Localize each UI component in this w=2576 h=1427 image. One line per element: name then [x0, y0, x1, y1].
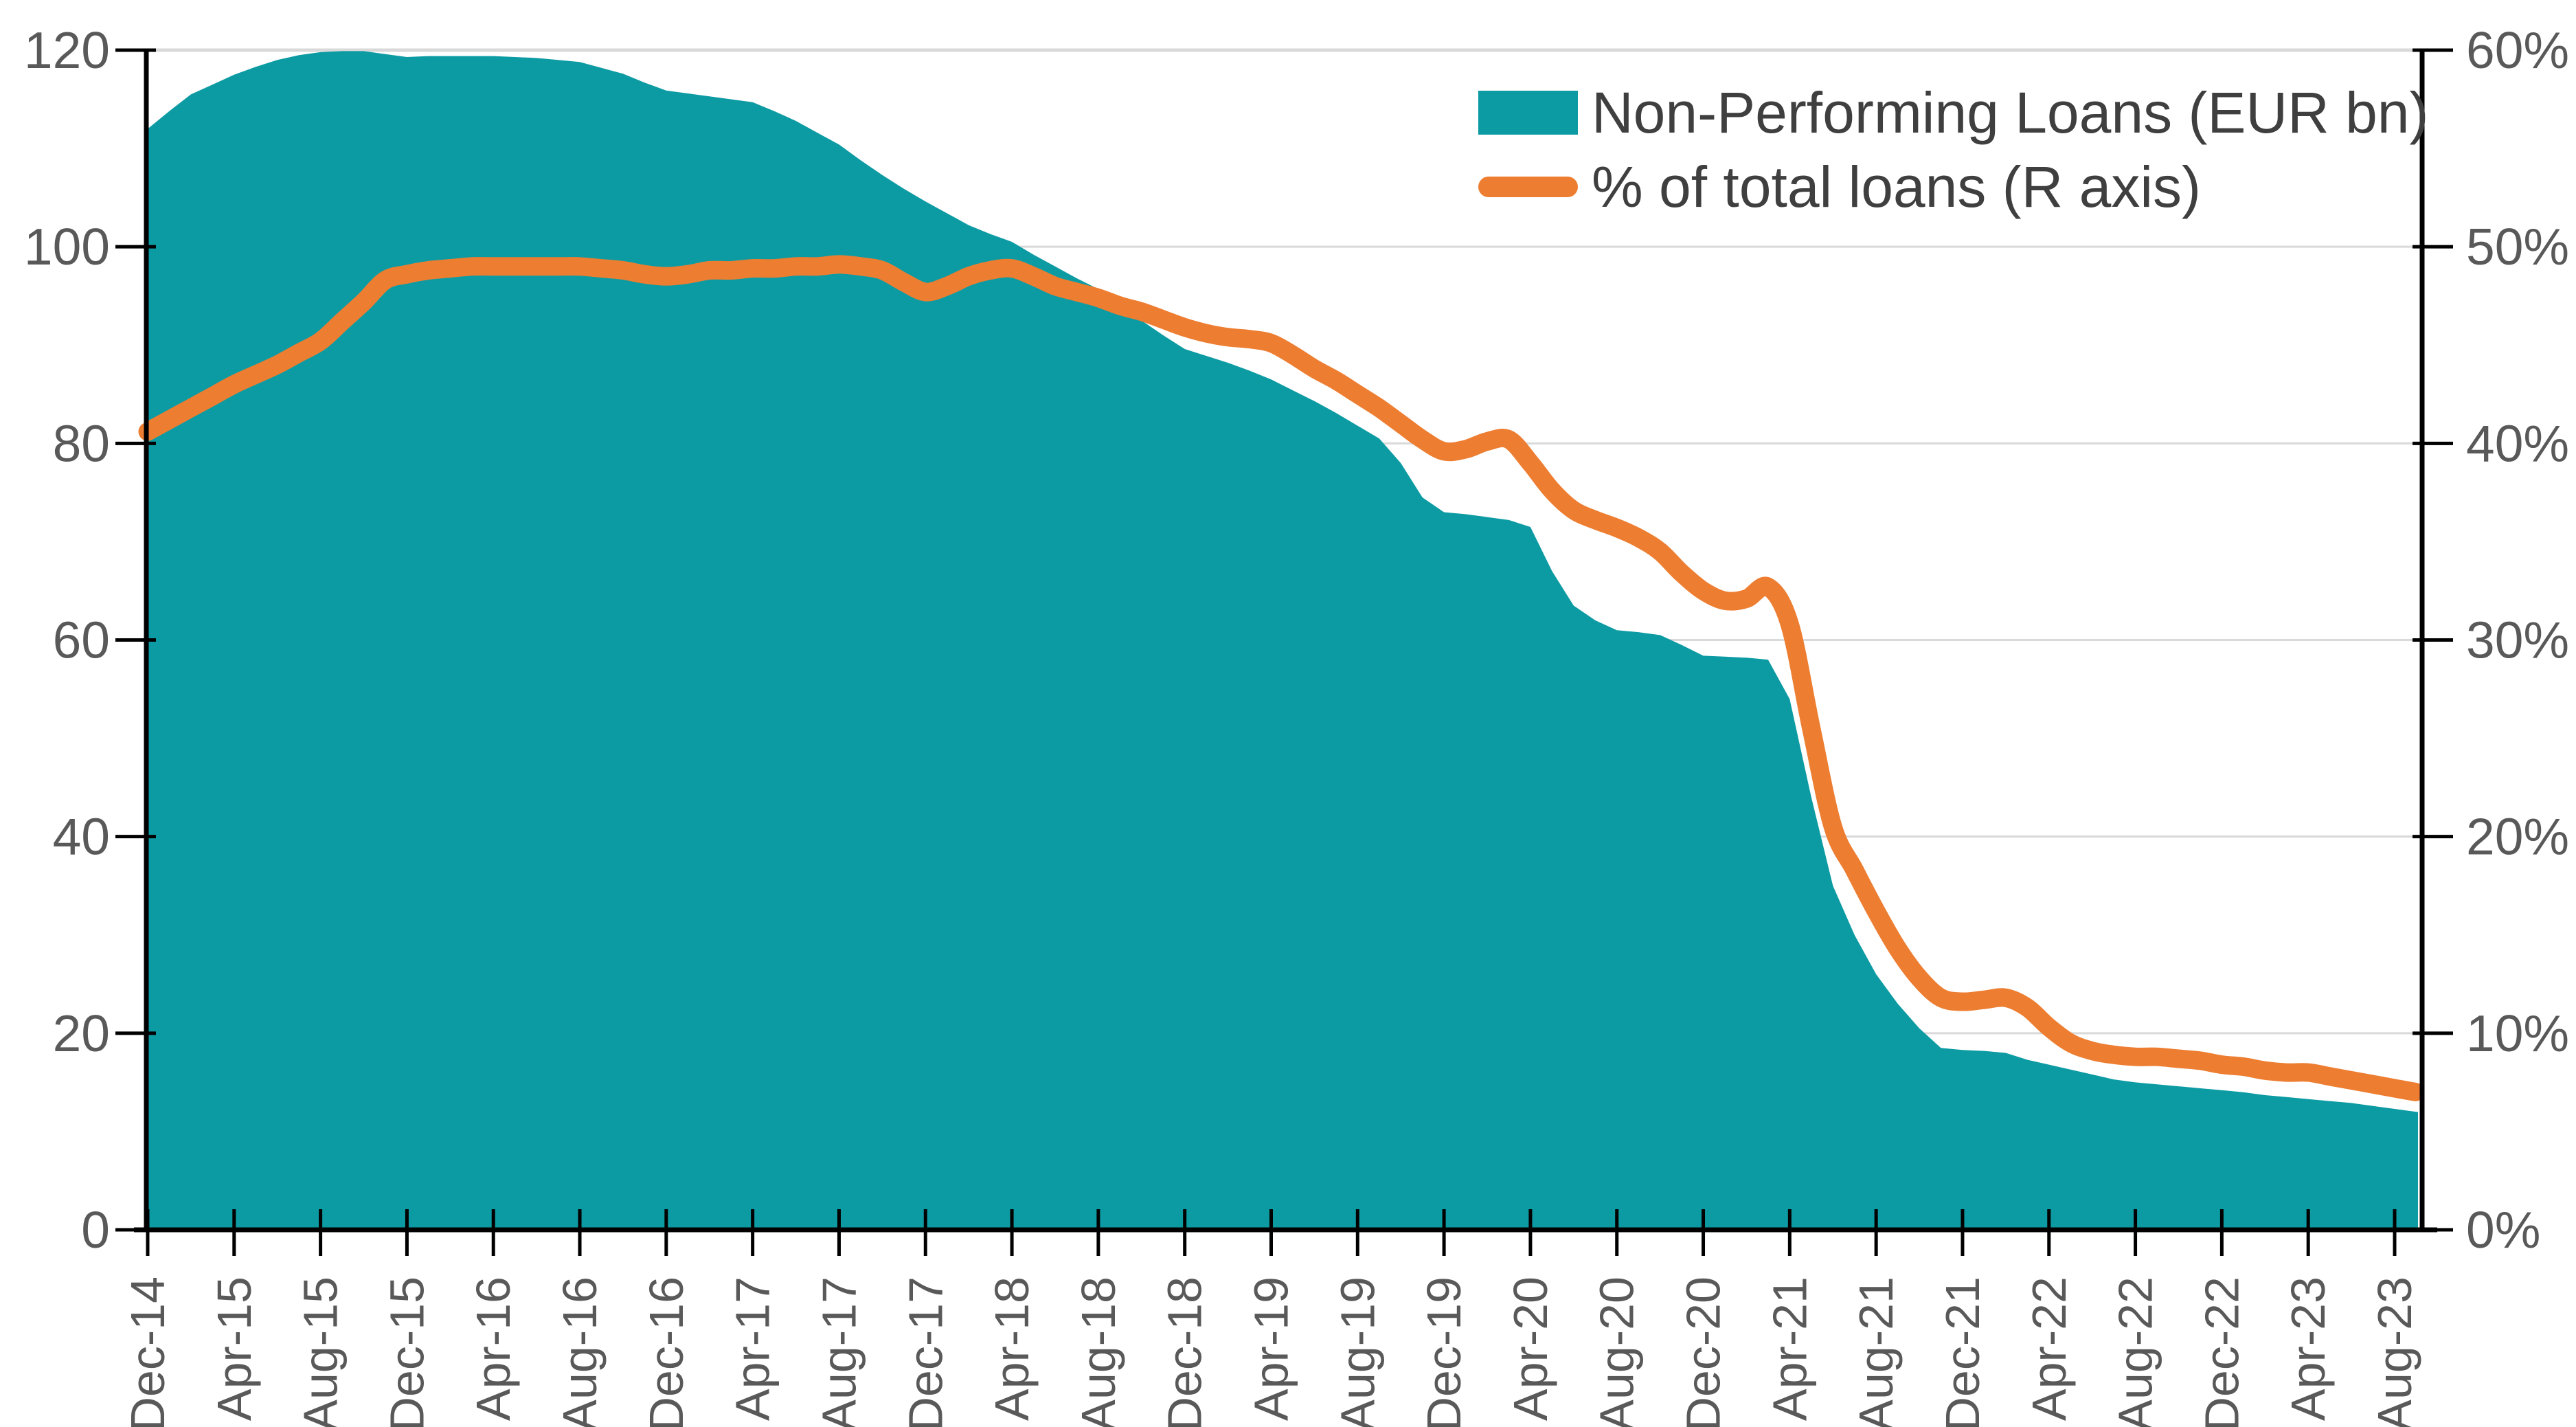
left-tick-label: 20 — [53, 1004, 110, 1062]
x-tick-label: Aug-15 — [294, 1277, 348, 1427]
ratio-line-swatch-icon — [1478, 177, 1578, 197]
x-tick-label: Aug-16 — [553, 1277, 607, 1427]
left-tick-label: 80 — [53, 414, 110, 472]
legend-label-npl: Non-Performing Loans (EUR bn) — [1592, 80, 2429, 145]
x-tick-label: Aug-21 — [1849, 1277, 1903, 1427]
right-tick-label: 50% — [2466, 218, 2569, 276]
left-tick-label: 0 — [81, 1201, 110, 1259]
x-tick-label: Apr-18 — [985, 1277, 1039, 1421]
right-tick-label: 20% — [2466, 808, 2569, 866]
left-tick-label: 60 — [53, 611, 110, 669]
x-tick-label: Apr-16 — [466, 1277, 520, 1421]
x-tick-label: Aug-19 — [1331, 1277, 1384, 1427]
right-tick-label: 40% — [2466, 414, 2569, 472]
legend-item-ratio: % of total loans (R axis) — [1478, 155, 2429, 219]
npl-area-series — [146, 51, 2418, 1230]
x-tick-label: Dec-21 — [1936, 1277, 1989, 1427]
right-tick-label: 60% — [2466, 21, 2569, 79]
x-tick-label: Dec-17 — [899, 1277, 952, 1427]
x-tick-label: Dec-15 — [380, 1277, 433, 1427]
axes — [115, 48, 2453, 1256]
x-tick-label: Apr-19 — [1245, 1277, 1298, 1421]
right-tick-label: 0% — [2466, 1201, 2540, 1259]
x-tick-label: Apr-15 — [207, 1277, 261, 1421]
x-tick-label: Apr-23 — [2281, 1277, 2335, 1421]
right-tick-label: 10% — [2466, 1004, 2569, 1062]
x-tick-label: Aug-23 — [2368, 1277, 2421, 1427]
x-tick-label: Aug-20 — [1590, 1277, 1644, 1427]
x-tick-label: Apr-17 — [726, 1277, 780, 1421]
x-tick-label: Aug-17 — [812, 1277, 866, 1427]
legend: Non-Performing Loans (EUR bn) % of total… — [1478, 80, 2429, 219]
left-tick-label: 40 — [53, 808, 110, 866]
x-tick-label: Dec-20 — [1677, 1277, 1730, 1427]
legend-label-ratio: % of total loans (R axis) — [1592, 155, 2202, 219]
x-tick-label: Dec-19 — [1417, 1277, 1471, 1427]
x-tick-label: Dec-22 — [2195, 1277, 2248, 1427]
x-tick-label: Apr-21 — [1763, 1277, 1816, 1421]
ratio-line-series — [138, 255, 2425, 1101]
x-tick-label: Apr-20 — [1504, 1277, 1557, 1421]
x-tick-label: Dec-14 — [121, 1277, 174, 1427]
left-tick-label: 120 — [24, 21, 110, 79]
right-tick-label: 30% — [2466, 611, 2569, 669]
x-tick-label: Aug-18 — [1072, 1277, 1125, 1427]
npl-area-swatch-icon — [1478, 91, 1578, 135]
x-tick-label: Dec-18 — [1158, 1277, 1212, 1427]
axis-labels: 0 20 40 60 80 100 120 0% 10% 20% 30% 40% 50% 60% Dec-1… — [24, 21, 2569, 1427]
legend-item-npl: Non-Performing Loans (EUR bn) — [1478, 80, 2429, 145]
left-tick-label: 100 — [24, 218, 110, 276]
x-tick-label: Dec-16 — [640, 1277, 693, 1427]
x-tick-label: Apr-22 — [2022, 1277, 2076, 1421]
x-tick-label: Aug-22 — [2109, 1277, 2162, 1427]
